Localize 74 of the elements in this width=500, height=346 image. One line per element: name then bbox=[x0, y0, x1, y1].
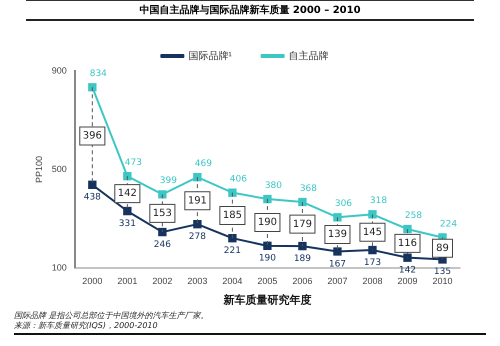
annotation: 190 bbox=[258, 217, 277, 228]
data-label: 224 bbox=[440, 219, 458, 230]
point bbox=[333, 247, 342, 256]
data-label: 173 bbox=[364, 258, 382, 268]
point bbox=[263, 242, 272, 250]
x-tick-label: 2006 bbox=[292, 276, 312, 286]
y-tick-label: 500 bbox=[52, 164, 67, 174]
data-label: 190 bbox=[258, 254, 276, 264]
data-label: 438 bbox=[84, 192, 102, 203]
point bbox=[368, 246, 377, 254]
x-tick-label: 2009 bbox=[397, 276, 418, 286]
point bbox=[193, 172, 202, 182]
annotation: 142 bbox=[118, 188, 137, 200]
y-tick-label: 100 bbox=[52, 262, 67, 272]
data-label: 135 bbox=[434, 267, 452, 278]
annotation: 89 bbox=[436, 242, 449, 254]
data-label: 473 bbox=[124, 158, 142, 168]
data-label: 246 bbox=[154, 240, 172, 250]
x-axis-title: 新车质量研究年度 bbox=[222, 293, 312, 306]
x-tick-label: 2010 bbox=[432, 276, 453, 286]
point bbox=[88, 83, 97, 92]
data-label: 469 bbox=[194, 158, 212, 169]
point bbox=[368, 210, 377, 218]
data-label: 331 bbox=[118, 218, 136, 229]
point bbox=[193, 220, 202, 228]
point bbox=[298, 198, 307, 206]
data-label: 167 bbox=[328, 259, 346, 270]
data-label: 834 bbox=[90, 69, 108, 80]
x-tick-label: 2000 bbox=[82, 276, 102, 286]
point bbox=[263, 194, 272, 204]
data-label: 318 bbox=[370, 196, 388, 206]
data-label: 221 bbox=[224, 246, 241, 256]
annotation: 145 bbox=[362, 226, 382, 238]
point bbox=[403, 224, 412, 234]
point bbox=[88, 180, 97, 189]
x-tick-label: 2002 bbox=[152, 276, 172, 286]
data-label: 189 bbox=[294, 254, 312, 264]
data-label: 406 bbox=[230, 174, 248, 184]
data-label: 142 bbox=[398, 266, 416, 276]
point bbox=[228, 234, 237, 242]
annotation: 179 bbox=[292, 218, 312, 230]
annotation: 139 bbox=[328, 229, 347, 240]
x-tick-label: 2001 bbox=[117, 276, 138, 286]
x-tick-label: 2007 bbox=[327, 276, 348, 286]
source-note: 来源：新车质量研究(IQS)，2000-2010 bbox=[14, 321, 158, 330]
annotation: 191 bbox=[188, 195, 207, 206]
text: 国际品牌 是指公司总部位于中国境外的汽车生产厂家。 bbox=[14, 311, 209, 320]
annotation: 185 bbox=[222, 210, 242, 222]
legend-label: 自主品牌 bbox=[288, 50, 329, 62]
data-label: 258 bbox=[404, 210, 422, 221]
data-label: 306 bbox=[334, 199, 352, 210]
annotation: 396 bbox=[82, 130, 102, 142]
x-tick-label: 2004 bbox=[222, 276, 242, 286]
legend-label: 国际品牌¹ bbox=[188, 50, 232, 62]
x-tick-label: 2005 bbox=[257, 276, 278, 286]
point bbox=[228, 188, 237, 197]
data-label: 399 bbox=[160, 176, 178, 186]
x-tick-label: 2003 bbox=[187, 276, 208, 286]
point bbox=[123, 172, 132, 180]
point bbox=[158, 190, 167, 199]
data-label: 278 bbox=[188, 232, 206, 242]
y-axis-title: PP100 bbox=[34, 156, 44, 184]
y-tick-label: 900 bbox=[52, 65, 67, 76]
data-label: 368 bbox=[300, 184, 318, 194]
annotation: 153 bbox=[152, 208, 172, 219]
data-label: 380 bbox=[264, 180, 282, 191]
point bbox=[158, 228, 167, 236]
point bbox=[333, 213, 342, 222]
point bbox=[123, 206, 132, 216]
x-tick-label: 2008 bbox=[362, 276, 382, 286]
point bbox=[403, 253, 412, 262]
point bbox=[298, 242, 307, 250]
chart-title: 中国自主品牌与国际品牌新车质量 2000 – 2010 bbox=[26, 0, 474, 21]
annotation: 116 bbox=[398, 238, 418, 249]
